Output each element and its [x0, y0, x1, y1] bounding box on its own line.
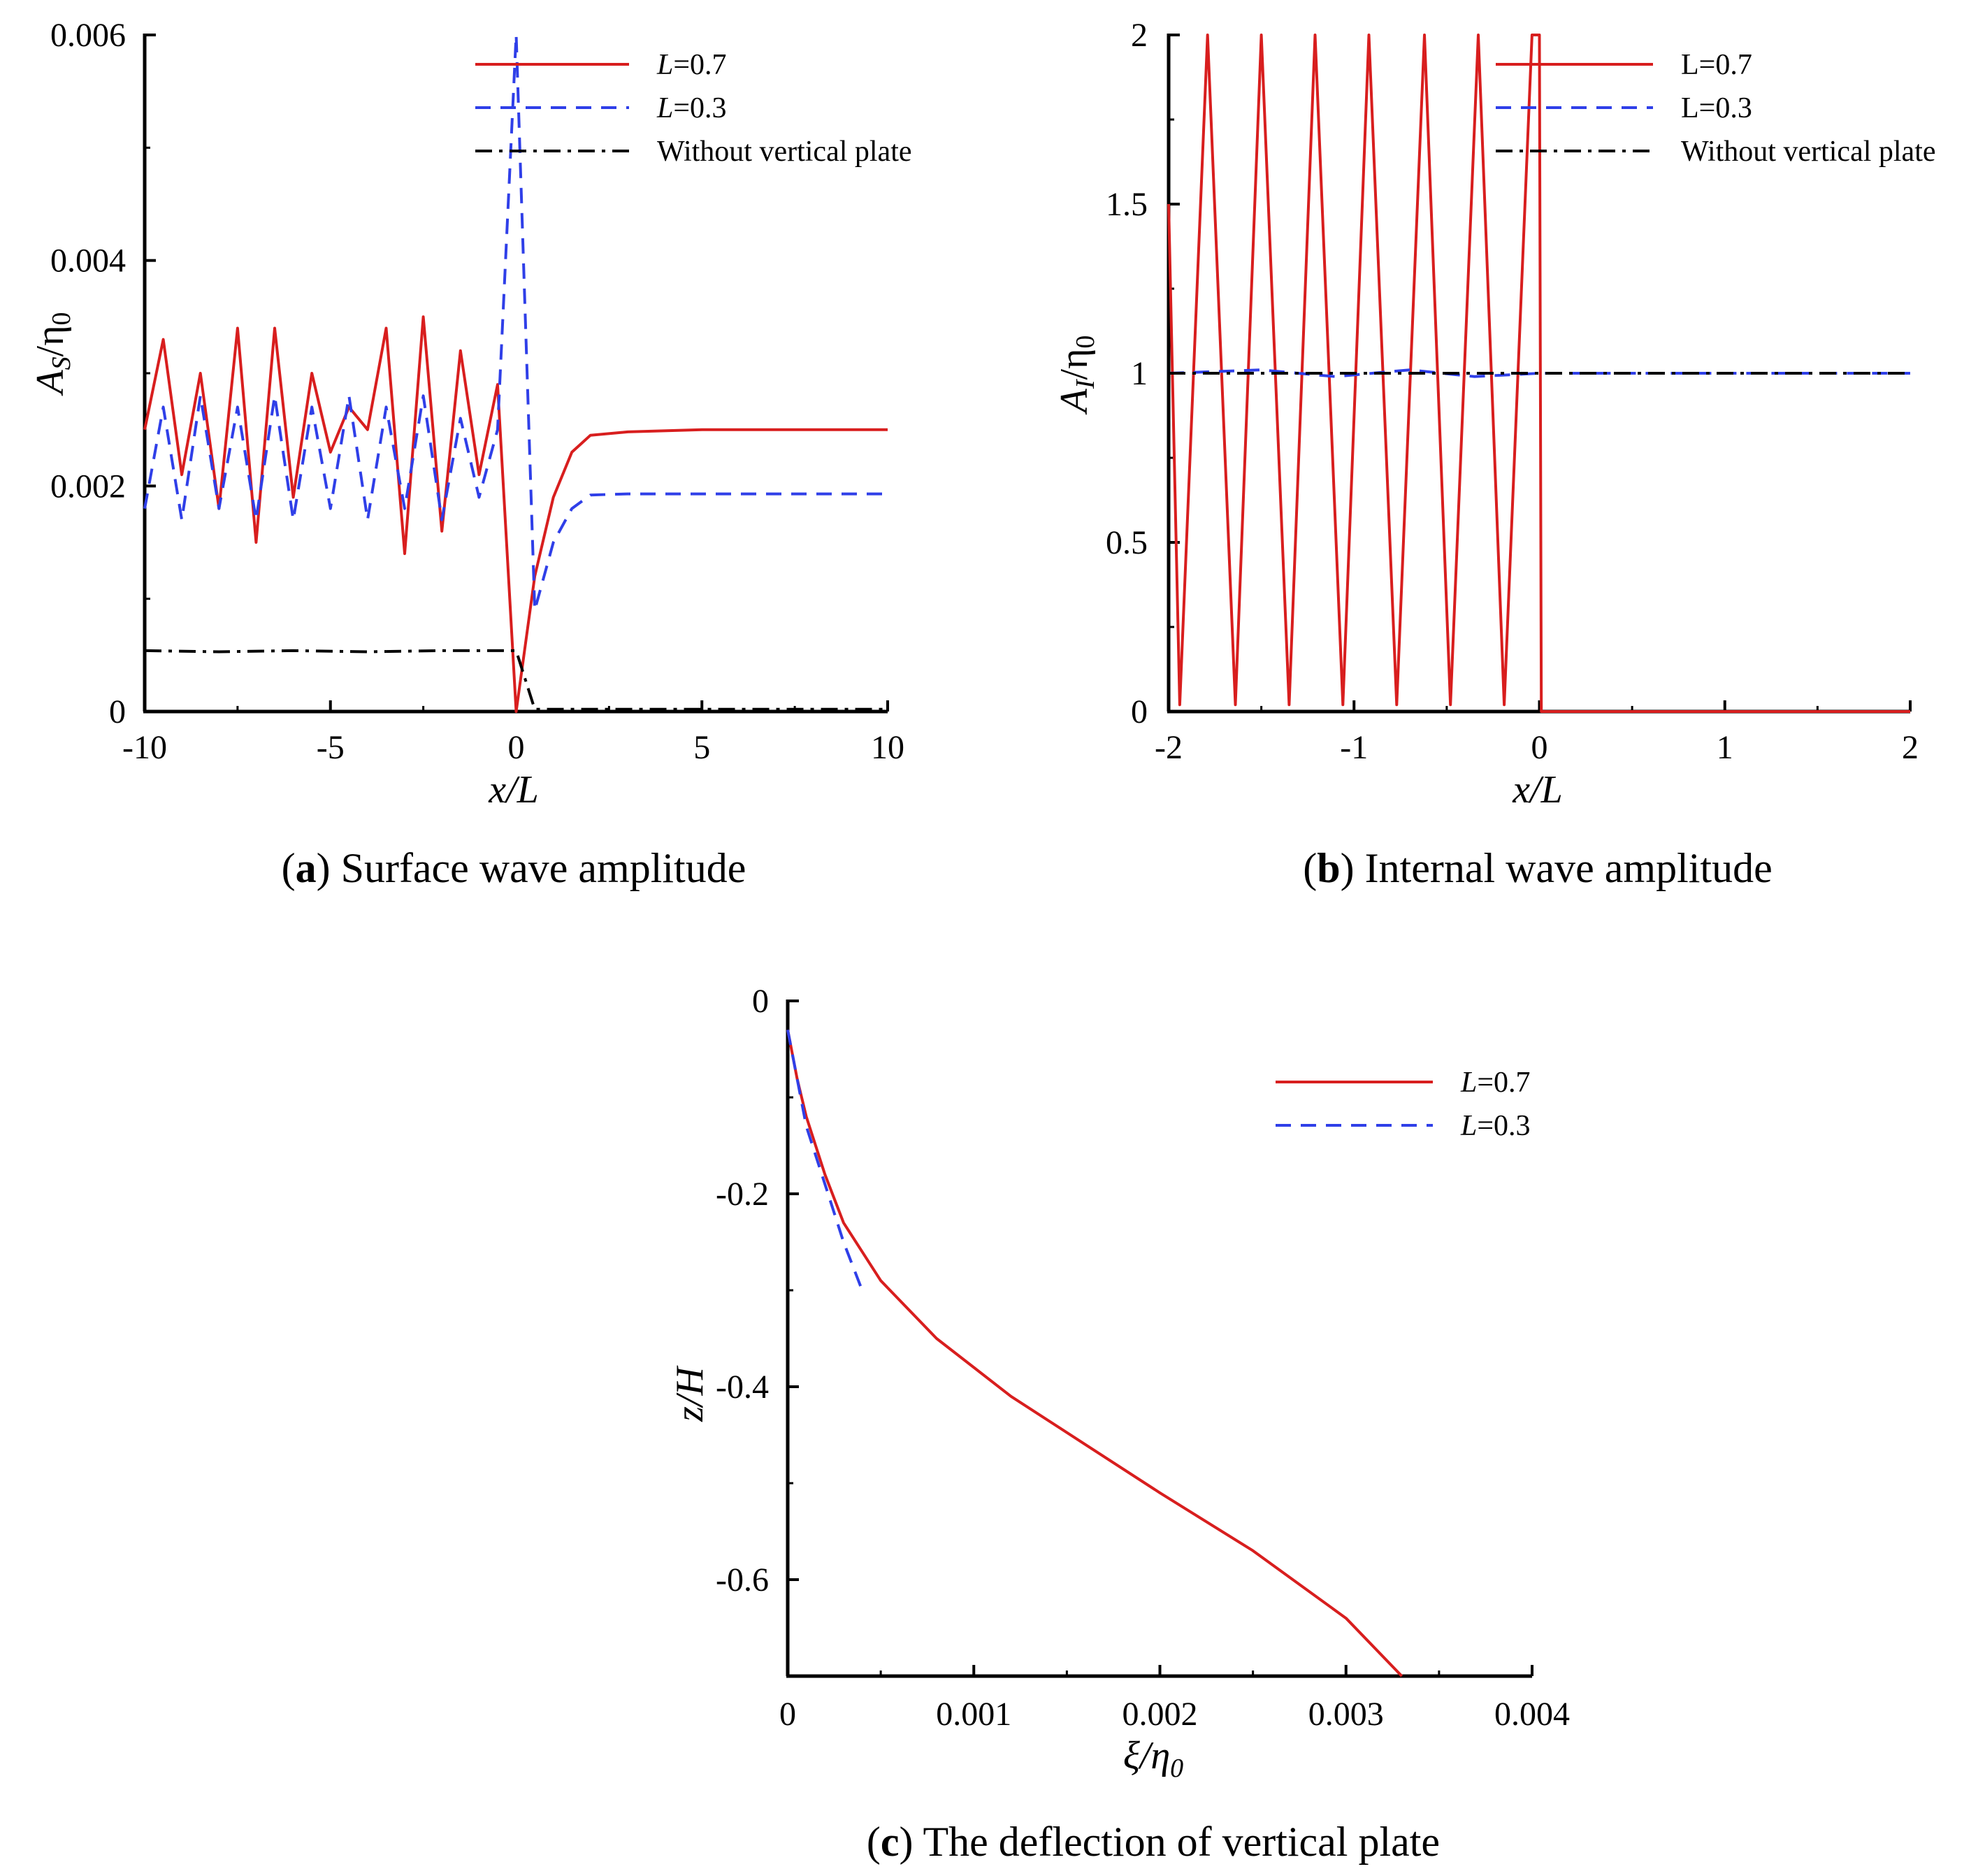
y-tick-label: -0.4 — [716, 1369, 769, 1406]
panel-a-series — [143, 34, 888, 713]
y-tick-label: -0.2 — [716, 1176, 769, 1213]
legend-label: L=0.3 — [1681, 92, 1752, 124]
x-tick-label: -10 — [122, 729, 167, 766]
series-line-2 — [1168, 368, 1910, 378]
x-tick-label: -5 — [317, 729, 345, 766]
series-line-2 — [786, 1030, 864, 1291]
x-tick-label: 10 — [871, 729, 904, 766]
y-tick-label: 1 — [1131, 355, 1148, 392]
series-line-2 — [143, 34, 888, 612]
panel-b-legend: L=0.7 L=0.3 Without vertical plate — [1496, 49, 1936, 168]
x-tick-label: 0 — [779, 1696, 796, 1733]
y-tick-label: 0.002 — [50, 468, 126, 505]
panel-a-ylabel: AS/η0 — [29, 312, 76, 396]
x-tick-label: 5 — [693, 729, 710, 766]
x-tick-label: 0.004 — [1494, 1696, 1570, 1733]
x-tick-label: 0 — [1531, 729, 1548, 766]
y-tick-label: -0.6 — [716, 1561, 769, 1599]
legend-label: L=0.3 — [1460, 1110, 1531, 1142]
panel-b-ylabel: AI/η0 — [1053, 335, 1100, 416]
y-tick-label: 2 — [1131, 17, 1148, 54]
caption-c: (c) The deflection of vertical plate — [867, 1819, 1440, 1865]
series-line-3 — [144, 649, 888, 711]
series-line-1 — [143, 315, 888, 713]
y-tick-label: 0 — [752, 983, 769, 1020]
panel-c-xlabel: ξ/η0 — [1123, 1734, 1183, 1783]
series-line-1 — [1167, 34, 1910, 713]
x-tick-label: 0 — [508, 729, 525, 766]
legend-label: L=0.7 — [1460, 1067, 1531, 1099]
panel-c-series — [786, 1030, 1403, 1677]
x-tick-label: 0.001 — [936, 1696, 1011, 1733]
legend-label: L=0.7 — [656, 49, 727, 81]
legend-label: L=0.7 — [1681, 49, 1752, 81]
x-tick-label: -2 — [1155, 729, 1183, 766]
panel-c-ylabel: z/H — [668, 1366, 712, 1422]
panel-a-surface-wave-chart: -10 -5 0 5 10 0 0.002 0.004 0.006 L=0.7 L=0.3 With… — [29, 17, 912, 811]
panel-b-xlabel: x/L — [1512, 768, 1563, 811]
legend-label: Without vertical plate — [1681, 136, 1936, 168]
y-tick-label: 1.5 — [1106, 186, 1148, 223]
panel-c-legend: L=0.7 L=0.3 — [1276, 1067, 1531, 1142]
y-tick-label: 0 — [1131, 693, 1148, 730]
panel-b-axes: -2 -1 0 1 2 0 0.5 1 1.5 2 — [1106, 17, 1919, 766]
panel-a-axes: -10 -5 0 5 10 0 0.002 0.004 0.006 — [50, 17, 904, 766]
x-tick-label: 0.002 — [1123, 1696, 1198, 1733]
panel-b-internal-wave-chart: -2 -1 0 1 2 0 0.5 1 1.5 2 L=0.7 L=0.3 Without verti… — [1053, 17, 1936, 811]
panel-c-axes: 0 0.001 0.002 0.003 0.004 0 -0.2 -0.4 -0.6 — [716, 983, 1570, 1733]
y-tick-label: 0.004 — [50, 243, 126, 280]
y-tick-label: 0.5 — [1106, 524, 1148, 561]
panel-b-series — [1167, 34, 1910, 713]
panel-a-legend: L=0.7 L=0.3 Without vertical plate — [475, 49, 912, 168]
x-tick-label: 0.003 — [1308, 1696, 1384, 1733]
caption-a: (a) Surface wave amplitude — [282, 845, 746, 891]
series-line-1 — [786, 1030, 1403, 1677]
x-tick-label: -1 — [1340, 729, 1368, 766]
panel-c-deflection-chart: 0 0.001 0.002 0.003 0.004 0 -0.2 -0.4 -0.6 L=0.7… — [668, 983, 1570, 1783]
x-tick-label: 1 — [1717, 729, 1733, 766]
y-tick-label: 0.006 — [50, 17, 126, 54]
caption-b: (b) Internal wave amplitude — [1303, 845, 1772, 891]
legend-label: Without vertical plate — [657, 136, 912, 168]
legend-label: L=0.3 — [656, 92, 727, 124]
x-tick-label: 2 — [1902, 729, 1919, 766]
y-tick-label: 0 — [109, 693, 126, 730]
panel-a-xlabel: x/L — [488, 768, 539, 811]
